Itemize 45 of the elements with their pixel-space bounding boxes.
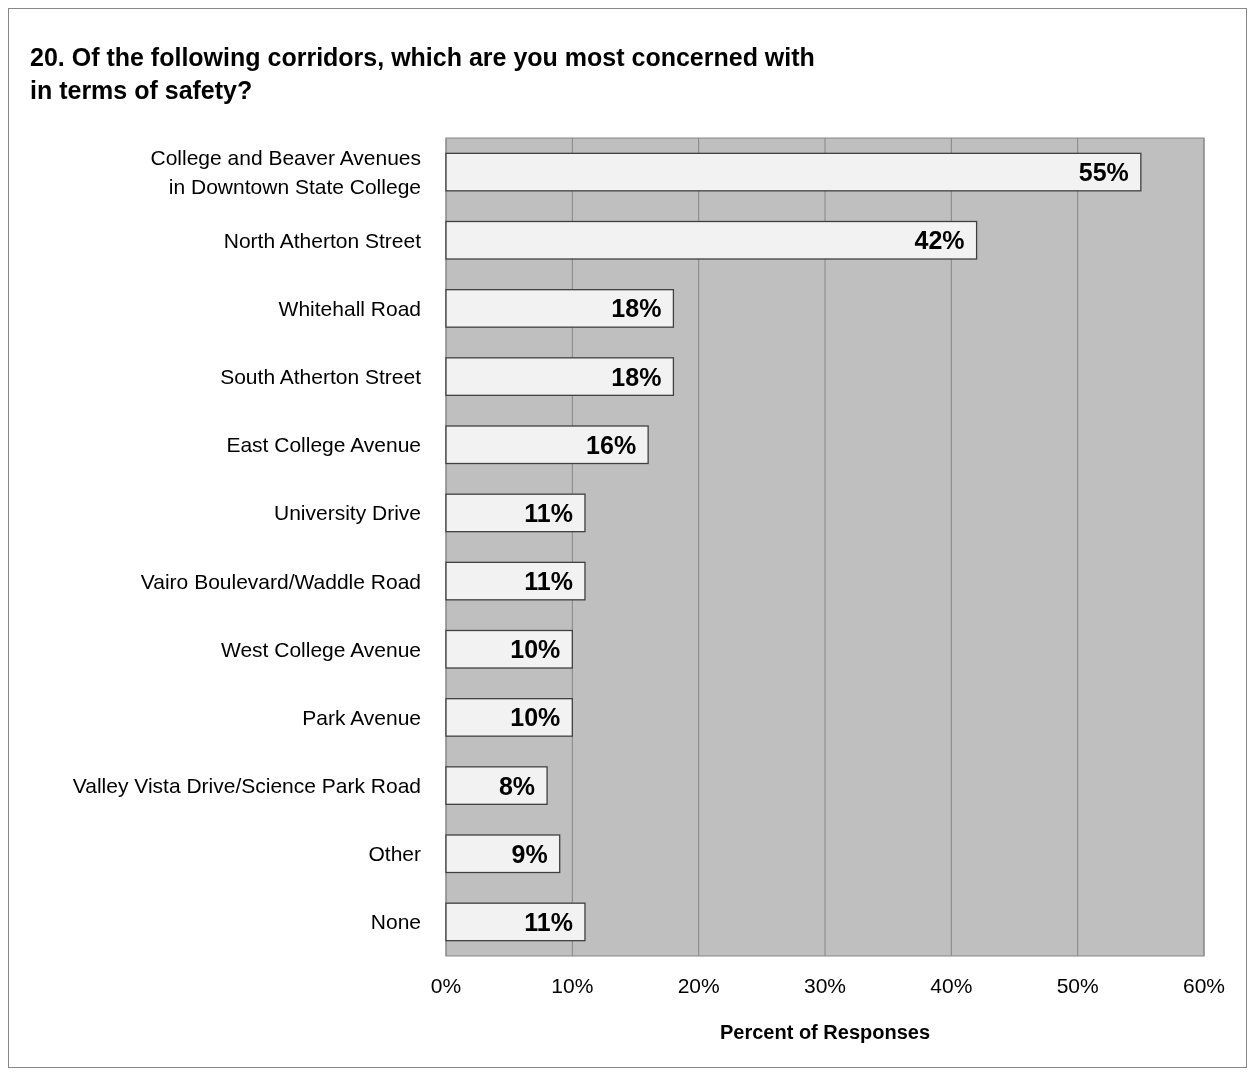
bar bbox=[445, 766, 548, 805]
y-tick-label: University Drive bbox=[273, 501, 421, 525]
x-tick-label: 60% bbox=[1182, 974, 1226, 997]
data-label: 11% bbox=[524, 498, 573, 527]
bar bbox=[445, 220, 978, 260]
y-tick-label: None bbox=[370, 910, 421, 934]
y-tick-label: College and Beaver Avenues in Downtown State College bbox=[150, 146, 421, 199]
y-tick-label: Other bbox=[368, 842, 421, 866]
bar bbox=[445, 425, 649, 465]
data-label: 9% bbox=[511, 839, 548, 868]
bar bbox=[445, 357, 675, 396]
y-tick-label: South Atherton Street bbox=[220, 365, 422, 389]
bar bbox=[445, 493, 586, 533]
x-tick-label: 30% bbox=[803, 974, 847, 997]
data-label: 18% bbox=[611, 362, 662, 391]
data-label: 18% bbox=[611, 294, 662, 323]
y-tick-label: Park Avenue bbox=[302, 705, 421, 729]
y-tick-label: West College Avenue bbox=[220, 637, 421, 661]
chart-title: 20. Of the following corridors, which are you most concerned with in terms of safety? bbox=[30, 43, 815, 104]
x-tick-label: 10% bbox=[551, 974, 594, 997]
data-label: 42% bbox=[914, 226, 965, 255]
y-tick-label: Whitehall Road bbox=[278, 296, 421, 320]
data-label: 10% bbox=[510, 635, 561, 664]
data-label: 55% bbox=[1078, 158, 1129, 187]
x-tick-label: 40% bbox=[930, 974, 973, 997]
y-tick-label: North Atherton Street bbox=[223, 228, 422, 252]
data-label: 11% bbox=[524, 907, 573, 936]
data-label: 10% bbox=[510, 703, 561, 732]
y-tick-label: East College Avenue bbox=[226, 433, 421, 457]
bar bbox=[445, 561, 586, 601]
x-tick-label: 20% bbox=[677, 974, 720, 997]
y-tick-label: Valley Vista Drive/Science Park Road bbox=[72, 774, 421, 798]
bar bbox=[445, 698, 573, 737]
bar bbox=[445, 152, 1142, 192]
bar bbox=[445, 289, 675, 328]
data-label: 8% bbox=[498, 771, 536, 800]
x-tick-label: 50% bbox=[1056, 974, 1099, 997]
x-tick-label: 0% bbox=[430, 974, 462, 997]
y-tick-label: Vairo Boulevard/Waddle Road bbox=[140, 569, 421, 593]
data-label: 16% bbox=[586, 430, 637, 459]
bar bbox=[445, 834, 561, 874]
data-label: 11% bbox=[524, 567, 573, 596]
bar bbox=[445, 902, 586, 942]
bar bbox=[445, 629, 573, 669]
x-axis-title: Percent of Responses bbox=[719, 1021, 931, 1043]
